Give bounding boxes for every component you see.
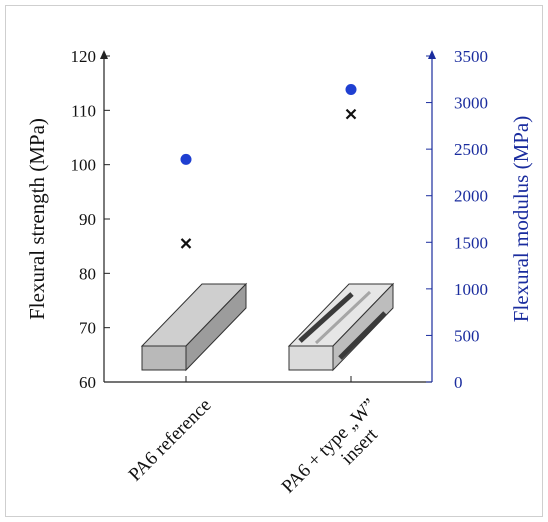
y-left-tick-label: 70 (79, 319, 96, 338)
strength-x-stroke (345, 108, 357, 120)
modulus-point (345, 84, 357, 96)
y-left-tick-label: 90 (79, 210, 96, 229)
x-category-label: PA6 reference (125, 395, 216, 486)
y-right-tick-label: 0 (454, 373, 463, 392)
y-axis-left-arrow (100, 50, 108, 59)
y-left-tick-label: 120 (71, 47, 97, 66)
y-right-tick-label: 500 (454, 326, 480, 345)
y-left-tick-label: 110 (71, 101, 96, 120)
y-right-tick-label: 2000 (454, 187, 488, 206)
y-right-tick-label: 3500 (454, 47, 488, 66)
data-marks (180, 84, 357, 249)
x-category-label: PA6 + type „W”insert (278, 395, 396, 513)
strength-x-marker (345, 108, 357, 120)
y-left-tick-label: 60 (79, 373, 96, 392)
y-axis-left-ticks: 60 70 80 90 100 110 120 (71, 47, 110, 392)
y-left-tick-label: 80 (79, 264, 96, 283)
modulus-point (180, 153, 192, 165)
y-right-tick-label: 3000 (454, 94, 488, 113)
strength-x-marker (180, 238, 192, 249)
y-axis-right-ticks: 0 500 1000 1500 2000 2500 3000 3500 (426, 47, 488, 392)
y-right-tick-label: 1000 (454, 280, 488, 299)
y-right-tick-label: 1500 (454, 233, 488, 252)
insert-specimen-illustration (287, 282, 395, 372)
y-left-tick-label: 100 (71, 156, 97, 175)
x-axis-categories: PA6 reference PA6 + type „W”insert (125, 376, 396, 513)
y-axis-left-title: Flexural strength (MPa) (25, 118, 49, 320)
x-category-label-line: PA6 reference (125, 395, 216, 486)
y-axis-right-arrow (428, 50, 436, 59)
figure-frame (5, 5, 543, 517)
y-right-tick-label: 2500 (454, 140, 488, 159)
strength-x-stroke (180, 238, 192, 249)
reference-specimen-illustration (140, 282, 248, 372)
y-axis-right-title: Flexural modulus (MPa) (509, 116, 533, 322)
